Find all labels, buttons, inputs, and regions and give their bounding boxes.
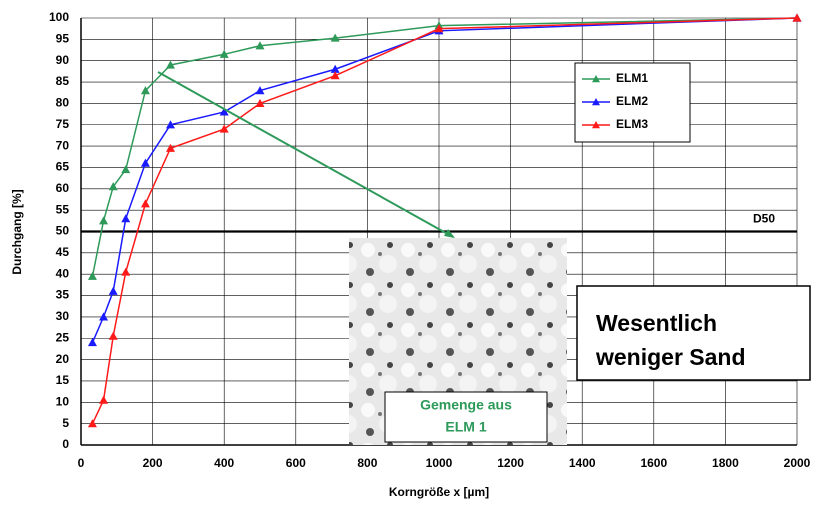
y-tick-label: 15 — [56, 373, 70, 387]
data-point — [141, 159, 150, 167]
y-tick-label: 10 — [56, 394, 70, 408]
callout-text: weniger Sand — [595, 344, 746, 370]
x-tick-label: 600 — [286, 456, 306, 470]
y-tick-label: 90 — [56, 53, 70, 67]
legend-label: ELM3 — [616, 117, 648, 131]
data-point — [109, 332, 118, 340]
y-tick-label: 85 — [56, 74, 70, 88]
legend-label: ELM2 — [616, 94, 648, 108]
y-tick-label: 100 — [49, 10, 69, 24]
data-point — [141, 199, 150, 207]
y-tick-label: 0 — [62, 437, 69, 451]
data-point — [220, 125, 229, 133]
y-tick-label: 55 — [56, 202, 70, 216]
y-tick-label: 95 — [56, 32, 70, 46]
data-point — [109, 287, 118, 295]
data-point — [121, 268, 130, 276]
x-tick-label: 2000 — [784, 456, 811, 470]
y-tick-label: 75 — [56, 117, 70, 131]
y-tick-label: 80 — [56, 96, 70, 110]
x-tick-label: 800 — [357, 456, 377, 470]
y-tick-label: 25 — [56, 330, 70, 344]
x-tick-label: 0 — [78, 456, 85, 470]
data-point — [99, 216, 108, 224]
y-axis-label: Durchgang [%] — [10, 189, 24, 274]
x-tick-label: 1600 — [640, 456, 667, 470]
y-tick-label: 45 — [56, 245, 70, 259]
y-tick-label: 65 — [56, 160, 70, 174]
data-point — [121, 165, 130, 173]
series-line — [92, 18, 797, 276]
data-point — [121, 214, 130, 222]
legend-label: ELM1 — [616, 71, 648, 85]
data-point — [99, 312, 108, 320]
reference-label: D50 — [753, 212, 775, 226]
photo-caption: ELM 1 — [445, 419, 486, 435]
callout-arrow — [158, 72, 453, 237]
x-tick-label: 1400 — [569, 456, 596, 470]
y-tick-label: 5 — [62, 416, 69, 430]
photo-caption: Gemenge aus — [420, 397, 512, 413]
x-axis-label: Korngröße x [µm] — [389, 485, 489, 499]
y-tick-label: 70 — [56, 138, 70, 152]
data-point — [88, 272, 97, 280]
y-tick-label: 60 — [56, 181, 70, 195]
data-point — [88, 338, 97, 346]
callout-text: Wesentlich — [596, 310, 717, 336]
data-point — [99, 396, 108, 404]
x-tick-label: 400 — [214, 456, 234, 470]
x-tick-label: 1200 — [497, 456, 524, 470]
y-tick-label: 40 — [56, 266, 70, 280]
y-tick-label: 35 — [56, 288, 70, 302]
y-tick-label: 20 — [56, 352, 70, 366]
x-tick-label: 1000 — [426, 456, 453, 470]
x-tick-label: 1800 — [712, 456, 739, 470]
chart: 0 5 10 15 20 25 30 35 40 45 50 55 60 65 70 75 80 85 90 95 10… — [0, 0, 817, 506]
data-point — [88, 419, 97, 427]
y-tick-label: 30 — [56, 309, 70, 323]
x-tick-label: 200 — [143, 456, 163, 470]
arrow-head — [444, 229, 455, 238]
y-tick-label: 50 — [56, 224, 70, 238]
